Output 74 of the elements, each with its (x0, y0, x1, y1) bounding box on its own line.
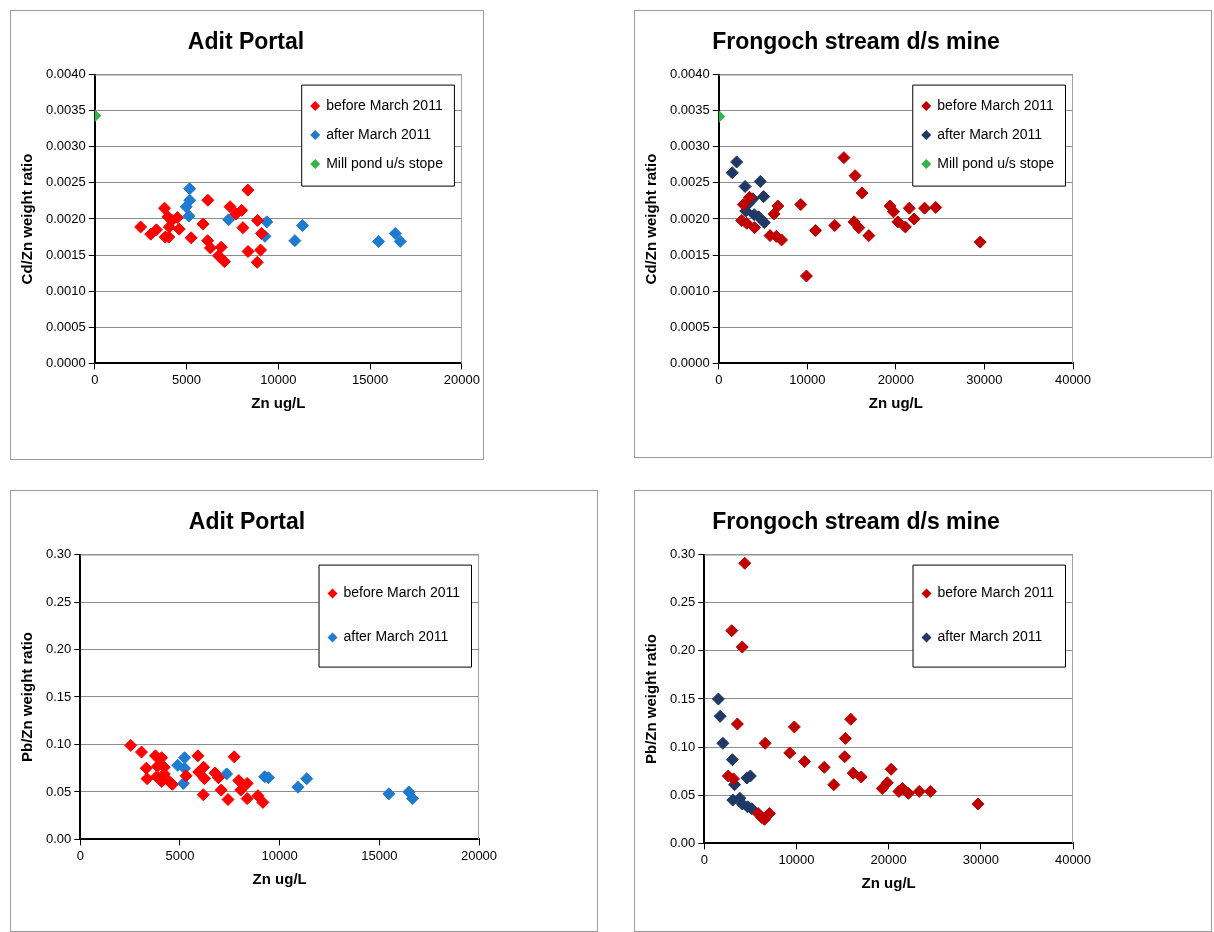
x-tick-label: 20000 (877, 371, 914, 387)
y-tick-label: 0.0040 (670, 66, 710, 82)
x-tick-label: 0 (700, 851, 708, 867)
y-tick-label: 0.0020 (46, 210, 86, 226)
legend-label: Mill pond u/s stope (937, 154, 1055, 171)
x-tick-label: 15000 (361, 847, 398, 863)
y-tick-label: 0.05 (45, 783, 72, 799)
chart-title: Frongoch stream d/s mine (712, 28, 1000, 55)
y-tick-label: 0.10 (45, 736, 72, 752)
y-tick-label: 0.0005 (46, 318, 86, 334)
x-tick-label: 5000 (165, 847, 195, 863)
legend-label: before March 2011 (326, 96, 443, 113)
y-tick-label: 0.0010 (670, 282, 710, 298)
x-tick-label: 40000 (1054, 851, 1092, 867)
y-tick-label: 0.25 (45, 593, 72, 609)
x-tick-label: 20000 (870, 851, 907, 867)
y-tick-label: 0.25 (669, 594, 696, 610)
y-axis-title: Pb/Zn weight ratio (18, 632, 36, 762)
y-tick-label: 0.0000 (670, 354, 710, 370)
y-tick-label: 0.0020 (670, 210, 710, 226)
y-tick-label: 0.30 (45, 546, 72, 562)
x-tick-label: 15000 (352, 371, 389, 387)
x-axis-title: Zn ug/L (252, 870, 307, 888)
x-tick-label: 0 (91, 371, 99, 387)
y-tick-label: 0.0035 (670, 102, 710, 118)
chart-title: Adit Portal (187, 28, 305, 55)
x-tick-label: 0 (76, 847, 84, 863)
legend-label: after March 2011 (326, 125, 432, 142)
legend-label: after March 2011 (937, 628, 1043, 645)
y-tick-label: 0.0025 (670, 174, 710, 190)
x-tick-label: 0 (715, 371, 723, 387)
x-tick-label: 10000 (778, 851, 815, 867)
y-tick-label: 0.20 (669, 642, 696, 658)
x-tick-label: 10000 (261, 847, 298, 863)
y-tick-label: 0.0040 (46, 66, 86, 82)
x-axis-title: Zn ug/L (861, 874, 916, 892)
y-tick-label: 0.05 (669, 786, 696, 802)
chart-title: Frongoch stream d/s mine (712, 508, 1000, 535)
y-tick-label: 0.0025 (46, 174, 86, 190)
y-tick-label: 0.00 (669, 834, 696, 850)
y-tick-label: 0.0035 (46, 102, 86, 118)
y-axis-title: Cd/Zn weight ratio (18, 153, 36, 285)
y-tick-label: 0.0030 (46, 138, 86, 154)
y-tick-label: 0.0030 (670, 138, 710, 154)
x-tick-label: 40000 (1054, 371, 1092, 387)
y-tick-label: 0.15 (669, 690, 696, 706)
x-axis-title: Zn ug/L (251, 394, 306, 412)
y-tick-label: 0.10 (669, 738, 696, 754)
x-tick-label: 5000 (172, 371, 202, 387)
y-axis-title: Cd/Zn weight ratio (642, 153, 660, 285)
y-tick-label: 0.0015 (670, 246, 710, 262)
x-tick-label: 10000 (260, 371, 297, 387)
y-tick-label: 0.0015 (46, 246, 86, 262)
y-tick-label: 0.30 (669, 546, 696, 562)
legend-label: Mill pond u/s stope (326, 154, 444, 171)
legend-label: after March 2011 (937, 125, 1043, 142)
x-tick-label: 20000 (460, 847, 498, 863)
legend-label: before March 2011 (343, 584, 461, 601)
legend-label: before March 2011 (937, 584, 1055, 601)
y-tick-label: 0.0010 (46, 282, 86, 298)
x-tick-label: 30000 (962, 851, 999, 867)
x-tick-label: 10000 (789, 371, 826, 387)
y-tick-label: 0.15 (45, 688, 72, 704)
y-tick-label: 0.00 (45, 830, 72, 846)
chart-title: Adit Portal (188, 508, 306, 535)
x-tick-label: 20000 (443, 371, 480, 387)
y-axis-title: Pb/Zn weight ratio (642, 634, 660, 764)
y-tick-label: 0.0005 (670, 318, 710, 334)
y-tick-label: 0.20 (45, 641, 72, 657)
legend-label: after March 2011 (343, 628, 449, 645)
x-axis-title: Zn ug/L (868, 394, 923, 412)
x-tick-label: 30000 (966, 371, 1003, 387)
legend-label: before March 2011 (937, 96, 1054, 113)
y-tick-label: 0.0000 (46, 354, 86, 370)
